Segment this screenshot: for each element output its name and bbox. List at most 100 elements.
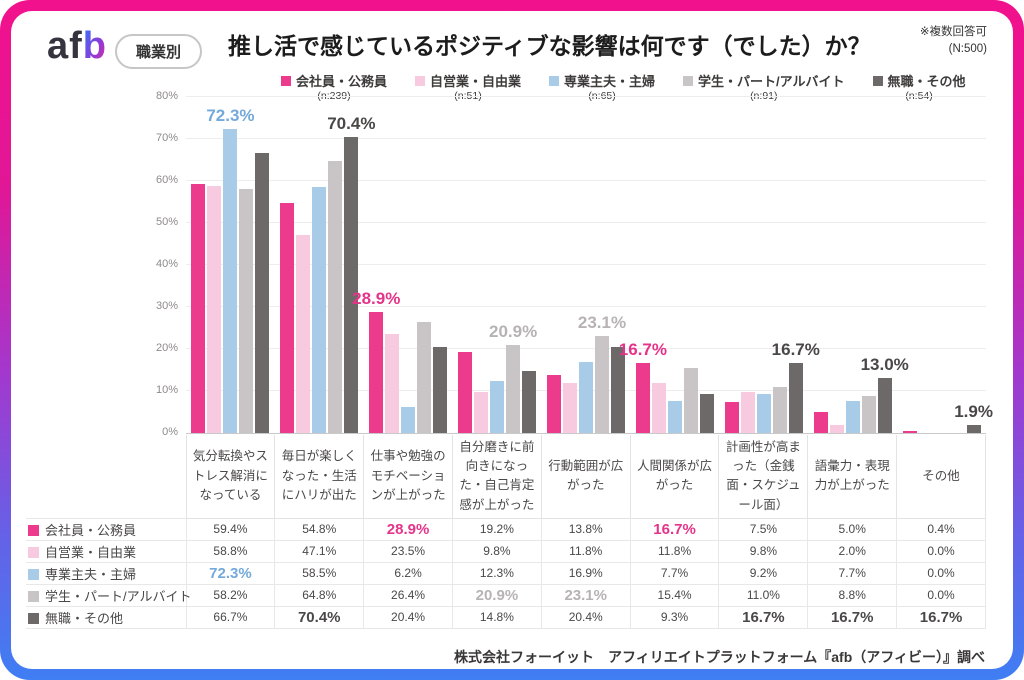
table-corner-cell xyxy=(26,435,186,518)
bar-s1-g2 xyxy=(385,334,400,433)
y-axis-tick-80%: 80% xyxy=(155,90,178,102)
cell-r3-c1: 64.8% xyxy=(274,583,365,607)
bar-s1-g3 xyxy=(474,391,489,433)
cell-r0-c6: 7.5% xyxy=(718,517,809,541)
bar-s4-g5 xyxy=(699,393,714,433)
note-multiple-answers: ※複数回答可 xyxy=(919,26,987,38)
afb-logo-letter-b: b xyxy=(82,25,108,67)
legend-swatch-icon xyxy=(872,75,883,86)
chart-title: 推し活で感じているポジティブな影響は何です（でした）か？ xyxy=(228,33,871,59)
bar-s4-g1 xyxy=(344,137,359,433)
bar-s3-g4 xyxy=(595,335,609,433)
bar-s3-g1 xyxy=(328,160,343,433)
row-label-text: 無職・その他 xyxy=(45,610,124,626)
row-swatch-icon xyxy=(28,612,39,624)
bar-s1-g0 xyxy=(207,186,222,433)
y-axis-tick-40%: 40% xyxy=(155,258,178,270)
bar-s0-g1 xyxy=(280,202,295,433)
cell-r0-c7: 5.0% xyxy=(807,517,898,541)
cell-r2-c1: 58.5% xyxy=(274,561,365,585)
survey-note: ※複数回答可 (N:500) xyxy=(920,24,987,59)
cell-r0-c4: 13.8% xyxy=(540,517,631,541)
cell-r3-c4: 23.1% xyxy=(540,583,631,607)
legend-swatch-icon xyxy=(549,75,560,86)
cell-r2-c6: 9.2% xyxy=(718,561,809,585)
bar-s1-g7 xyxy=(829,424,844,433)
column-header-8: その他 xyxy=(896,435,986,519)
bar-value-label-19: 1.9% xyxy=(954,402,993,422)
legend-label: 自営業・自由業 xyxy=(430,74,522,89)
bar-s0-g8 xyxy=(902,431,917,433)
bar-value-label-209: 20.9% xyxy=(489,322,538,342)
gridline-50% xyxy=(186,222,986,223)
cell-r0-c2: 28.9% xyxy=(363,517,453,541)
cell-r3-c3: 20.9% xyxy=(451,583,542,607)
row-swatch-icon xyxy=(28,590,39,602)
row-swatch-icon xyxy=(28,524,39,536)
legend: 会社員・公務員 (n:239) 自営業・自由業 (n:51) 専業主夫・主婦 (n:65)… xyxy=(281,71,966,102)
column-header-1: 毎日が楽しくなった・生活にハリが出た xyxy=(274,435,365,519)
y-axis-tick-60%: 60% xyxy=(155,174,178,186)
bar-s2-g5 xyxy=(667,400,682,433)
cell-r3-c0: 58.2% xyxy=(185,583,276,607)
table-header-row: 気分転換やストレス解消になっている 毎日が楽しくなった・生活にハリが出た 仕事や勉強… xyxy=(26,435,986,519)
legend-item-top: 学生・パート/アルバイト xyxy=(683,71,845,90)
bar-s0-g7 xyxy=(813,412,828,433)
afb-logo: afb xyxy=(47,27,107,65)
bar-s2-g1 xyxy=(312,187,327,433)
column-header-7: 語彙力・表現力が上がった xyxy=(807,435,898,519)
bar-groups: 72.3% 70.4% 28.9% 20.9% 23.1% 16.7% 16.7% 13.0%… xyxy=(186,97,993,433)
y-axis-tick-70%: 70% xyxy=(155,132,178,144)
gridline-0% xyxy=(186,433,986,434)
bar-value-label-231: 23.1% xyxy=(577,312,627,332)
cell-r0-c1: 54.8% xyxy=(274,517,365,541)
bar-s2-g0 xyxy=(223,129,238,433)
bar-s3-g5 xyxy=(683,368,698,433)
bar-value-label-167: 16.7% xyxy=(618,339,667,359)
bar-s4-g6 xyxy=(788,362,803,433)
table-row: 専業主夫・主婦 72.3% 58.5% 6.2% 12.3% 16.9% 7.7% 9.2% 7… xyxy=(26,561,986,585)
note-sample-size: (N:500) xyxy=(948,43,987,56)
bar-s1-g4 xyxy=(563,383,577,433)
cell-r1-c6: 9.8% xyxy=(718,539,809,563)
bar-s4-g4 xyxy=(611,347,625,433)
cell-r2-c0: 72.3% xyxy=(185,561,276,585)
row-swatch-icon xyxy=(28,546,39,558)
cell-r3-c2: 26.4% xyxy=(363,583,453,607)
row-label-0: 会社員・公務員 xyxy=(26,517,187,541)
legend-item-top: 会社員・公務員 xyxy=(281,71,387,90)
source-credit: 株式会社フォーイット アフィリエイトプラットフォーム『afb（アフィビー）』調べ xyxy=(453,649,985,665)
bar-s3-g3 xyxy=(506,345,521,433)
y-axis-tick-50%: 50% xyxy=(155,216,178,228)
bar-s4-g8 xyxy=(966,425,981,433)
afb-logo-letter-a: a xyxy=(47,25,70,67)
bar-s4-g2 xyxy=(433,347,448,433)
cell-r4-c1: 70.4% xyxy=(274,605,365,629)
cell-r4-c6: 16.7% xyxy=(718,605,809,629)
cell-r2-c4: 16.9% xyxy=(540,561,631,585)
column-header-4: 行動範囲が広がった xyxy=(540,435,631,519)
bar-value-label-723: 72.3% xyxy=(206,106,255,126)
cell-r1-c5: 11.8% xyxy=(629,539,720,563)
category-badge: 職業別 xyxy=(115,34,203,69)
cell-r4-c7: 16.7% xyxy=(807,605,898,629)
legend-swatch-icon xyxy=(281,75,291,86)
cell-r1-c8: 0.0% xyxy=(896,539,986,563)
column-header-5: 人間関係が広がった xyxy=(629,435,720,519)
y-axis-tick-20%: 20% xyxy=(155,342,178,354)
cell-r0-c8: 0.4% xyxy=(896,517,986,541)
gridline-60% xyxy=(186,180,986,181)
bar-s0-g4 xyxy=(547,375,561,433)
cell-r1-c0: 58.8% xyxy=(185,539,276,563)
table-row: 無職・その他 66.7% 70.4% 20.4% 14.8% 20.4% 9.3% 16.7%… xyxy=(26,605,986,629)
legend-label: 専業主夫・主婦 xyxy=(564,74,656,89)
gridline-40% xyxy=(186,264,986,265)
table-row: 学生・パート/アルバイト 58.2% 64.8% 26.4% 20.9% 23.1% 15.… xyxy=(26,583,986,607)
cell-r3-c8: 0.0% xyxy=(896,583,986,607)
cell-r0-c5: 16.7% xyxy=(629,517,720,541)
legend-item-top: 専業主夫・主婦 xyxy=(549,71,655,90)
bar-s4-g7 xyxy=(877,378,892,433)
bar-group-5: 16.7% xyxy=(619,97,719,433)
legend-label: 会社員・公務員 xyxy=(296,74,388,89)
